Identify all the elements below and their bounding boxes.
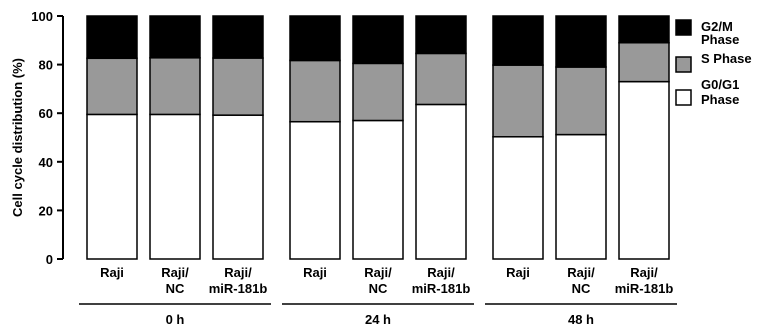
category-label: Raji [100, 265, 124, 280]
bar-segment [415, 103, 467, 260]
bar-segment [149, 15, 201, 59]
bar-segment [555, 66, 607, 136]
bar-segment [555, 15, 607, 68]
bar-segment [289, 59, 341, 123]
bar-segment [352, 119, 404, 260]
legend-label: Phase [701, 92, 739, 107]
bar-segment [415, 52, 467, 106]
y-axis-title: Cell cycle distribution (%) [10, 58, 25, 217]
legend-swatch [675, 89, 692, 106]
bar-segment [352, 62, 404, 122]
category-label: Raji/ [224, 265, 252, 280]
category-label: miR-181b [615, 281, 674, 296]
bar-segment [86, 57, 138, 116]
bar-segment [149, 113, 201, 260]
bar-segment [492, 64, 544, 138]
bar-segment [212, 57, 264, 116]
category-label: NC [572, 281, 591, 296]
category-label: miR-181b [412, 281, 471, 296]
category-label: Raji/ [630, 265, 658, 280]
legend-swatch [675, 19, 692, 36]
bar-segment [86, 15, 138, 60]
category-label: Raji/ [427, 265, 455, 280]
legend-label: Phase [701, 32, 739, 47]
group-label: 0 h [166, 312, 185, 327]
category-label: Raji [506, 265, 530, 280]
category-label: Raji [303, 265, 327, 280]
bar-segment [492, 136, 544, 260]
bar-segment [415, 15, 467, 55]
category-label: Raji/ [567, 265, 595, 280]
bar-segment [149, 57, 201, 116]
legend-label: G2/M [701, 19, 733, 34]
bar-segment [555, 133, 607, 260]
category-label: Raji/ [161, 265, 189, 280]
bar-segment [212, 15, 264, 59]
y-tick-label: 80 [39, 58, 53, 73]
bar-segment [492, 15, 544, 66]
group-label: 48 h [568, 312, 594, 327]
bar-segment [289, 15, 341, 62]
bar-segment [618, 15, 670, 44]
group-label: 24 h [365, 312, 391, 327]
y-tick-label: 60 [39, 106, 53, 121]
y-tick-label: 40 [39, 155, 53, 170]
bar-segment [86, 113, 138, 260]
y-tick-label: 100 [31, 9, 53, 24]
category-label: NC [166, 281, 185, 296]
bar-segment [212, 114, 264, 260]
bar-segment [618, 41, 670, 83]
legend-swatch [675, 56, 692, 73]
legend-label: G0/G1 [701, 77, 739, 92]
bar-segment [618, 80, 670, 260]
y-tick-label: 0 [46, 252, 53, 267]
y-tick-label: 20 [39, 203, 53, 218]
category-label: miR-181b [209, 281, 268, 296]
bar-segment [352, 15, 404, 65]
category-label: NC [369, 281, 388, 296]
category-label: Raji/ [364, 265, 392, 280]
legend-label: S Phase [701, 51, 752, 66]
bar-segment [289, 120, 341, 260]
